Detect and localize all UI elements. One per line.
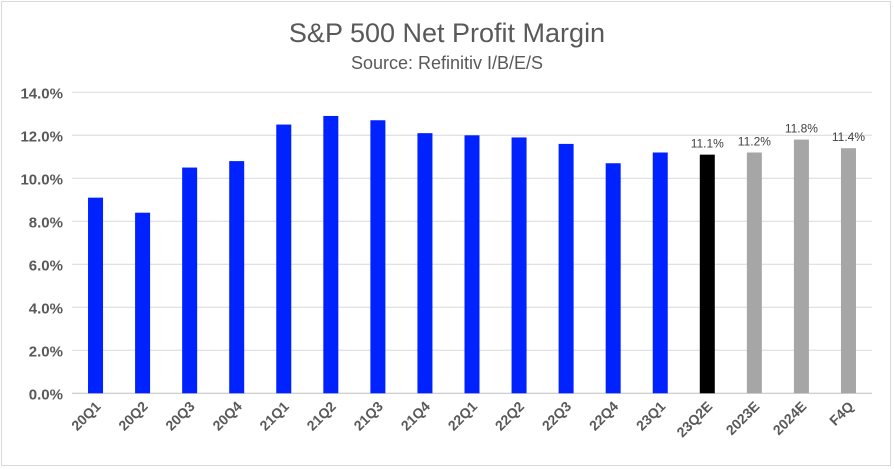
bar bbox=[323, 115, 339, 394]
x-tick-label: 20Q1 bbox=[68, 398, 104, 434]
x-tick-label: 22Q4 bbox=[586, 398, 622, 434]
data-label: 11.8% bbox=[785, 122, 818, 136]
y-tick-label: 4.0% bbox=[29, 300, 63, 317]
x-tick-label: 23Q1 bbox=[633, 398, 669, 434]
x-tick-label: 20Q2 bbox=[115, 398, 151, 434]
bar bbox=[229, 161, 245, 394]
bar bbox=[182, 167, 198, 394]
y-tick-label: 12.0% bbox=[20, 128, 63, 145]
x-tick-label: 22Q2 bbox=[492, 398, 528, 434]
x-tick-label: 21Q4 bbox=[398, 398, 434, 434]
y-tick-label: 8.0% bbox=[29, 214, 63, 231]
x-tick-label: 2024E bbox=[770, 398, 810, 438]
y-tick-label: 14.0% bbox=[20, 85, 63, 102]
bar bbox=[840, 148, 856, 394]
x-tick-label: 22Q1 bbox=[445, 398, 481, 434]
bar bbox=[135, 212, 151, 394]
x-tick-label: 20Q4 bbox=[209, 398, 245, 434]
bar bbox=[699, 154, 715, 394]
x-tick-label: 21Q1 bbox=[256, 398, 292, 434]
x-tick-label: 20Q3 bbox=[162, 398, 198, 434]
bar bbox=[88, 197, 104, 394]
bar bbox=[605, 163, 621, 394]
x-tick-label: 21Q2 bbox=[303, 398, 339, 434]
x-tick-label: 2023E bbox=[723, 398, 763, 438]
bar bbox=[558, 143, 574, 394]
y-tick-label: 2.0% bbox=[29, 343, 63, 360]
data-label: 11.2% bbox=[738, 135, 771, 149]
bar bbox=[370, 120, 386, 394]
bar bbox=[417, 133, 433, 394]
x-tick-label: F4Q bbox=[826, 398, 857, 429]
y-tick-label: 6.0% bbox=[29, 257, 63, 274]
data-label: 11.1% bbox=[691, 137, 724, 151]
bar bbox=[652, 152, 668, 394]
x-tick-label: 23Q2E bbox=[673, 398, 715, 440]
bar bbox=[746, 152, 762, 394]
x-tick-label: 22Q3 bbox=[539, 398, 575, 434]
y-tick-label: 0.0% bbox=[29, 386, 63, 403]
chart-title: S&P 500 Net Profit Margin bbox=[289, 18, 605, 48]
bar bbox=[464, 135, 480, 394]
data-label: 11.4% bbox=[832, 130, 865, 144]
bar bbox=[793, 139, 809, 394]
bar bbox=[511, 137, 527, 394]
x-tick-label: 21Q3 bbox=[350, 398, 386, 434]
chart-subtitle: Source: Refinitiv I/B/E/S bbox=[351, 53, 543, 73]
y-tick-label: 10.0% bbox=[20, 171, 63, 188]
bar bbox=[276, 124, 292, 394]
